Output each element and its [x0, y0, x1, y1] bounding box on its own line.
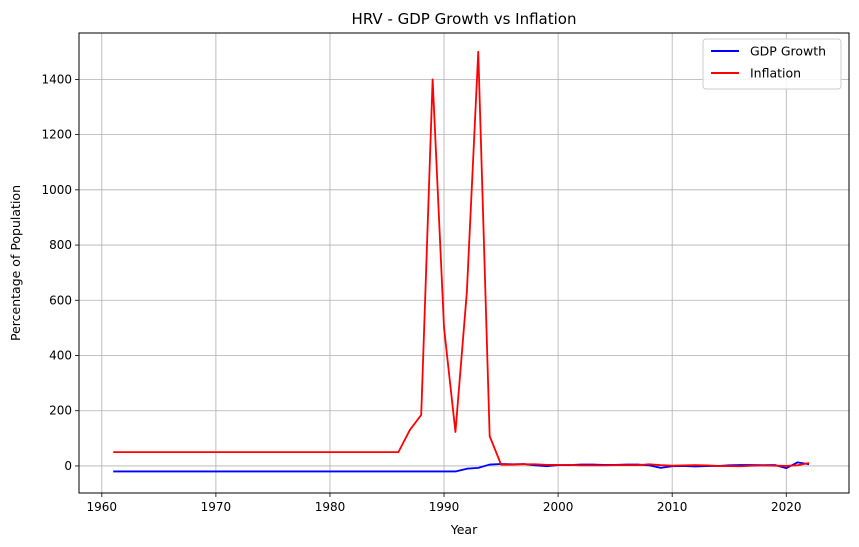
- series-lines: [113, 50, 810, 473]
- legend-label-gdp-growth: GDP Growth: [750, 44, 826, 59]
- plot-frame: [78, 32, 850, 494]
- y-tick-label: 400: [49, 348, 72, 362]
- x-tick-label: 2000: [543, 500, 574, 514]
- series-line-gdp-growth: [113, 461, 810, 473]
- x-tick-label: 1990: [429, 500, 460, 514]
- series-line-inflation: [113, 50, 810, 468]
- x-tick-label: 1970: [201, 500, 232, 514]
- grid: [79, 33, 849, 493]
- y-tick-label: 800: [49, 238, 72, 252]
- x-tick-label: 2010: [657, 500, 688, 514]
- legend-label-inflation: Inflation: [750, 66, 801, 81]
- y-tick-label: 200: [49, 404, 72, 418]
- x-axis-ticks: 1960 1970 1980 1990 2000 2010 2020: [87, 493, 802, 514]
- y-tick-label: 1000: [41, 183, 72, 197]
- x-tick-label: 1960: [87, 500, 118, 514]
- y-tick-label: 1200: [41, 128, 72, 142]
- x-tick-label: 2020: [771, 500, 802, 514]
- y-tick-label: 0: [64, 459, 72, 473]
- y-axis-ticks: 0 200 400 600 800 1000 1200 1400: [41, 72, 79, 473]
- chart-title: HRV - GDP Growth vs Inflation: [352, 10, 577, 28]
- y-tick-label: 1400: [41, 72, 72, 86]
- legend: GDP Growth Inflation: [702, 38, 842, 90]
- x-axis-label: Year: [450, 522, 478, 537]
- y-tick-label: 600: [49, 293, 72, 307]
- y-axis-label: Percentage of Population: [8, 185, 23, 341]
- x-tick-label: 1980: [315, 500, 346, 514]
